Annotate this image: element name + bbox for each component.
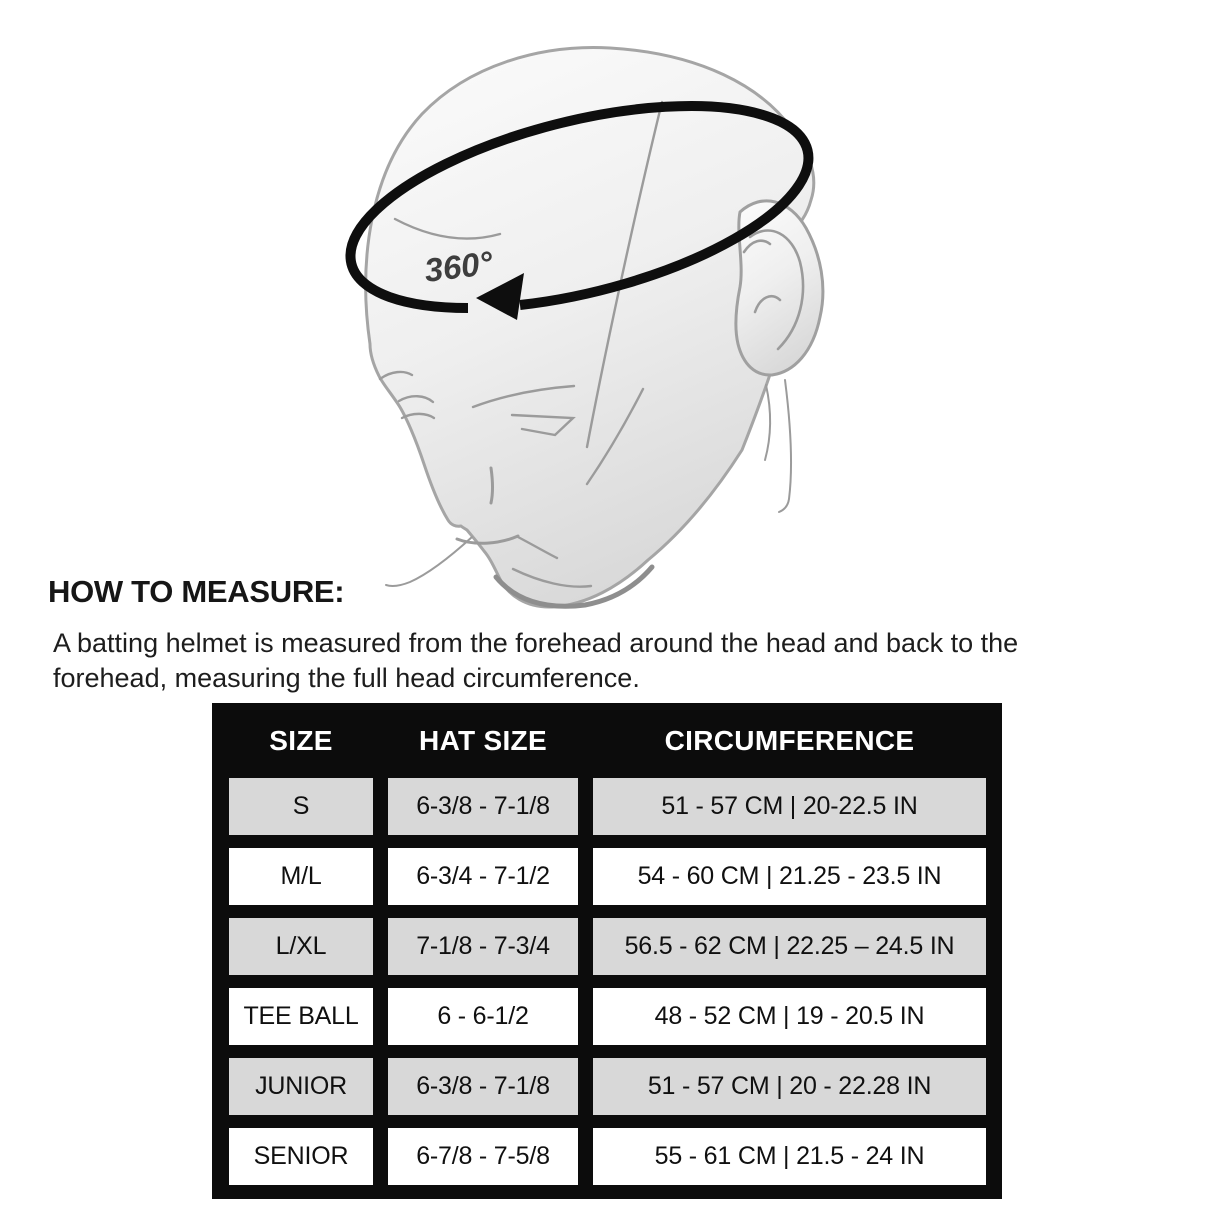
- description-line-1: A batting helmet is measured from the fo…: [53, 628, 1019, 658]
- circumference-cell: 56.5 - 62 CM | 22.25 – 24.5 IN: [593, 918, 986, 975]
- column-header-circumference: CIRCUMFERENCE: [664, 724, 915, 756]
- ear-inner-lines: [742, 229, 805, 351]
- hat-size-cell: 6-3/4 - 7-1/2: [388, 848, 578, 905]
- table-header-row: SIZE HAT SIZE CIRCUMFERENCE: [229, 703, 986, 778]
- head-outline: [364, 46, 816, 609]
- size-cell: SENIOR: [229, 1128, 373, 1185]
- page-title: HOW TO MEASURE:: [48, 574, 345, 609]
- size-cell: S: [229, 778, 373, 835]
- size-cell: M/L: [229, 848, 373, 905]
- hat-size-cell: 6-7/8 - 7-5/8: [388, 1128, 578, 1185]
- degree-label: 360°: [422, 244, 495, 289]
- hat-size-cell: 6 - 6-1/2: [388, 988, 578, 1045]
- size-cell: JUNIOR: [229, 1058, 373, 1115]
- description-text: A batting helmet is measured from the fo…: [53, 626, 1018, 696]
- measuring-band: [345, 101, 814, 313]
- column-header-hat-size: HAT SIZE: [419, 724, 547, 756]
- description-line-2: forehead, measuring the full head circum…: [53, 663, 640, 693]
- size-cell: L/XL: [229, 918, 373, 975]
- hat-size-cell: 6-3/8 - 7-1/8: [388, 1058, 578, 1115]
- ear-outline: [734, 199, 825, 377]
- table-row: S 6-3/8 - 7-1/8 51 - 57 CM | 20-22.5 IN: [229, 778, 986, 835]
- band-arrowhead-icon: [476, 273, 524, 320]
- size-cell: TEE BALL: [229, 988, 373, 1045]
- table-body: S 6-3/8 - 7-1/8 51 - 57 CM | 20-22.5 IN M/L…: [229, 778, 986, 1185]
- table-row: TEE BALL 6 - 6-1/2 48 - 52 CM | 19 - 20.5 …: [229, 988, 986, 1045]
- circumference-cell: 51 - 57 CM | 20-22.5 IN: [593, 778, 986, 835]
- hat-size-cell: 6-3/8 - 7-1/8: [388, 778, 578, 835]
- hat-size-cell: 7-1/8 - 7-3/4: [388, 918, 578, 975]
- head-measurement-illustration: 360°: [300, 2, 920, 620]
- circumference-cell: 55 - 61 CM | 21.5 - 24 IN: [593, 1128, 986, 1185]
- column-header-size: SIZE: [269, 724, 333, 756]
- circumference-cell: 48 - 52 CM | 19 - 20.5 IN: [593, 988, 986, 1045]
- head-diagram-svg: 360°: [345, 46, 825, 609]
- table-row: L/XL 7-1/8 - 7-3/4 56.5 - 62 CM | 22.25 – …: [229, 918, 986, 975]
- table-row: JUNIOR 6-3/8 - 7-1/8 51 - 57 CM | 20 - 22.…: [229, 1058, 986, 1115]
- circumference-cell: 54 - 60 CM | 21.25 - 23.5 IN: [593, 848, 986, 905]
- circumference-cell: 51 - 57 CM | 20 - 22.28 IN: [593, 1058, 986, 1115]
- size-chart-table: SIZE HAT SIZE CIRCUMFERENCE S 6-3/8 - 7-1…: [212, 703, 1002, 1199]
- table-row: SENIOR 6-7/8 - 7-5/8 55 - 61 CM | 21.5 - 2…: [229, 1128, 986, 1185]
- chin-shadow: [493, 564, 655, 609]
- table-row: M/L 6-3/4 - 7-1/2 54 - 60 CM | 21.25 - 23.…: [229, 848, 986, 905]
